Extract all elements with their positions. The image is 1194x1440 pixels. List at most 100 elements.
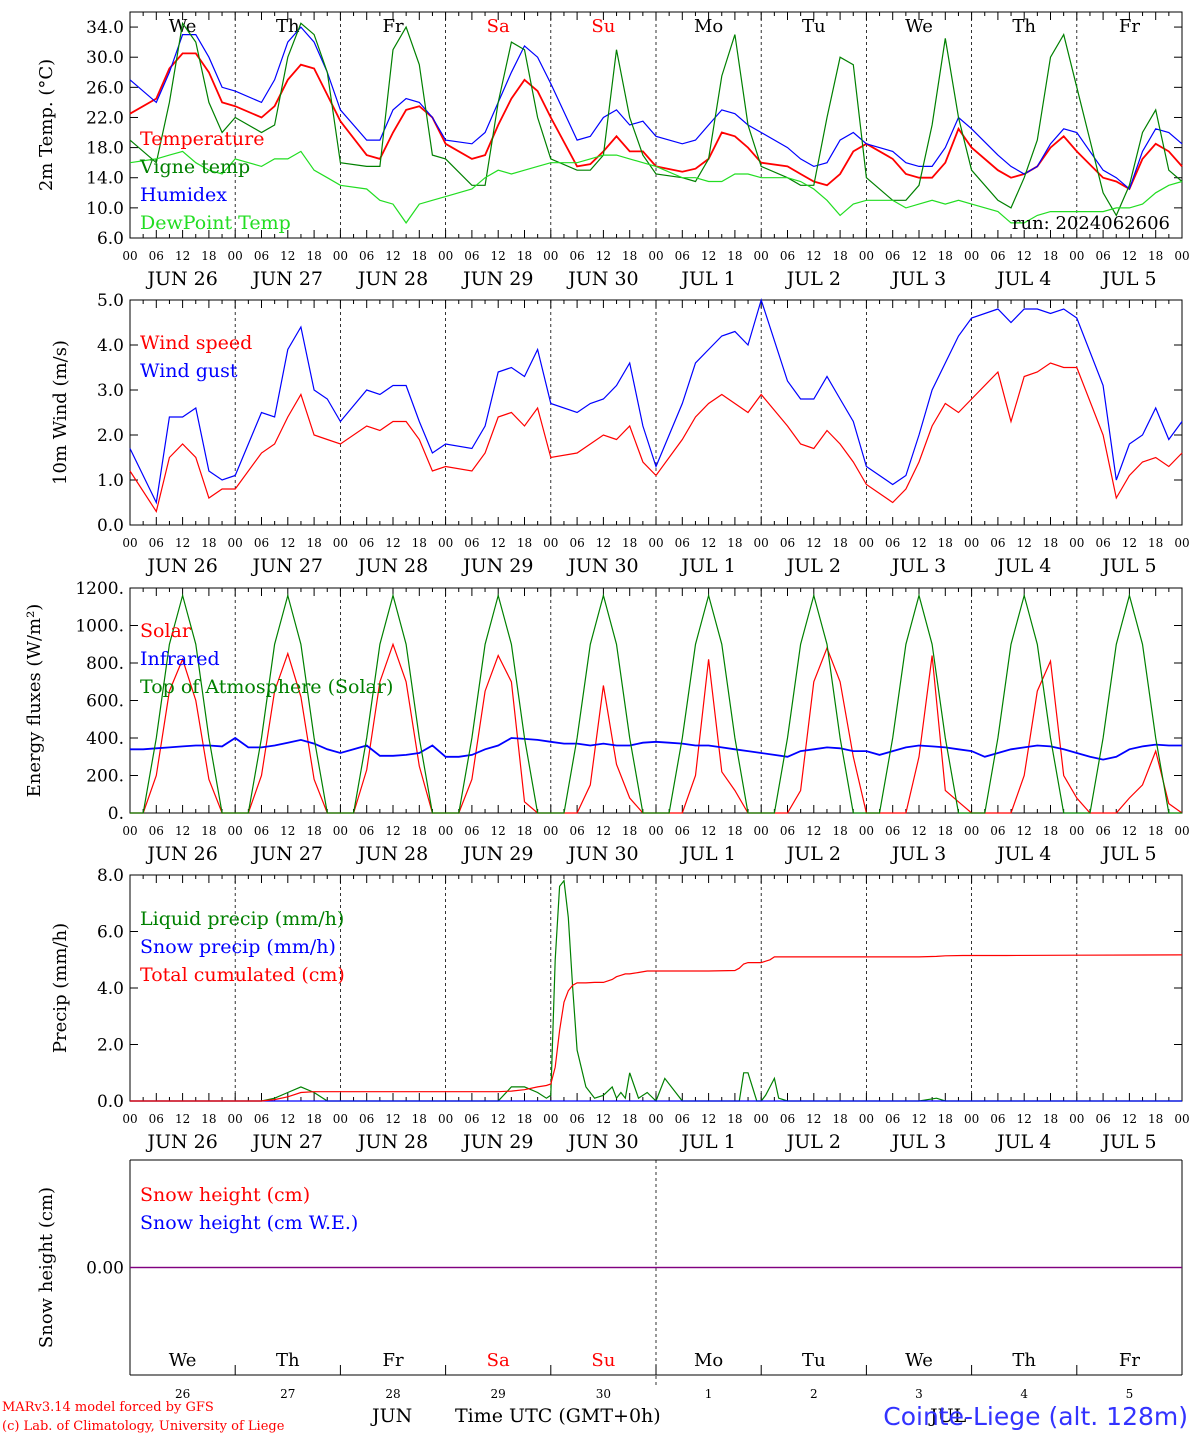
hour-tick-label: 06 bbox=[885, 536, 900, 550]
date-label: JUN 28 bbox=[356, 843, 428, 865]
hour-tick-label: 18 bbox=[1148, 249, 1163, 263]
model-credit: MARv3.14 model forced by GFS bbox=[2, 1400, 214, 1415]
hour-tick-label: 00 bbox=[754, 249, 769, 263]
legend-entry: Temperature bbox=[140, 128, 264, 150]
hour-tick-label: 18 bbox=[622, 1112, 637, 1126]
hour-tick-label: 12 bbox=[1122, 249, 1137, 263]
weekday-label: We bbox=[905, 1350, 933, 1371]
hour-tick-label: 12 bbox=[175, 1112, 190, 1126]
y-tick-label: 4.0 bbox=[97, 336, 124, 356]
hour-tick-label: 18 bbox=[306, 536, 321, 550]
hour-tick-label: 12 bbox=[806, 249, 821, 263]
y-tick-label: 22.0 bbox=[86, 108, 124, 128]
hour-tick-label: 18 bbox=[1148, 824, 1163, 838]
date-label: JUL 2 bbox=[785, 1131, 841, 1153]
hour-tick-label: 06 bbox=[254, 824, 269, 838]
y-tick-label: 1000. bbox=[75, 617, 124, 637]
y-axis-label: Precip (mm/h) bbox=[50, 923, 71, 1053]
hour-tick-label: 00 bbox=[859, 1112, 874, 1126]
hour-tick-label: 18 bbox=[517, 824, 532, 838]
y-tick-label: 4.0 bbox=[97, 979, 124, 999]
y-axis-label: 10m Wind (m/s) bbox=[50, 340, 71, 485]
weekday-label: Th bbox=[1012, 16, 1036, 37]
date-label: JUN 28 bbox=[356, 268, 428, 290]
legend-entry: Liquid precip (mm/h) bbox=[140, 908, 344, 930]
weekday-label: Su bbox=[591, 1350, 615, 1371]
hour-tick-label: 12 bbox=[701, 249, 716, 263]
y-tick-label: 0. bbox=[108, 804, 124, 824]
date-label: JUL 4 bbox=[995, 843, 1051, 865]
series-line-humidex bbox=[129, 26, 1183, 191]
hour-tick-label: 12 bbox=[911, 536, 926, 550]
y-tick-label: 30.0 bbox=[86, 48, 124, 68]
hour-tick-label: 06 bbox=[675, 1112, 690, 1126]
hour-tick-label: 00 bbox=[543, 1112, 558, 1126]
hour-tick-label: 12 bbox=[175, 536, 190, 550]
hour-tick-label: 12 bbox=[701, 824, 716, 838]
y-tick-label: 34.0 bbox=[86, 18, 124, 38]
date-label: JUN 28 bbox=[356, 1131, 428, 1153]
date-label: JUL 5 bbox=[1100, 268, 1156, 290]
hour-tick-label: 18 bbox=[1043, 1112, 1058, 1126]
y-tick-label: 1.0 bbox=[97, 471, 124, 491]
hour-tick-label: 06 bbox=[885, 249, 900, 263]
hour-tick-label: 06 bbox=[149, 249, 164, 263]
series-line-wind-speed bbox=[129, 362, 1183, 513]
hour-tick-label: 06 bbox=[1095, 536, 1110, 550]
y-tick-label: 3.0 bbox=[97, 381, 124, 401]
weekday-label: Fr bbox=[382, 16, 403, 37]
weekday-label: Th bbox=[276, 16, 300, 37]
date-label: JUL 3 bbox=[890, 1131, 946, 1153]
hour-tick-label: 00 bbox=[333, 536, 348, 550]
hour-tick-label: 18 bbox=[938, 824, 953, 838]
date-label: JUN 29 bbox=[461, 555, 533, 577]
day-number-label: 29 bbox=[491, 1387, 506, 1401]
hour-tick-label: 00 bbox=[754, 536, 769, 550]
hour-tick-label: 12 bbox=[175, 249, 190, 263]
run-annotation: run: 2024062606 bbox=[1012, 213, 1170, 234]
weekday-label: Fr bbox=[1119, 1350, 1140, 1371]
hour-tick-label: 18 bbox=[1043, 249, 1058, 263]
hour-tick-label: 00 bbox=[1174, 536, 1189, 550]
hour-tick-label: 06 bbox=[675, 824, 690, 838]
hour-tick-label: 12 bbox=[491, 536, 506, 550]
hour-tick-label: 18 bbox=[517, 249, 532, 263]
day-number-label: 2 bbox=[810, 1387, 818, 1401]
hour-tick-label: 00 bbox=[964, 824, 979, 838]
date-label: JUL 1 bbox=[679, 555, 735, 577]
y-tick-label: 0.0 bbox=[97, 516, 124, 536]
hour-tick-label: 00 bbox=[1069, 824, 1084, 838]
hour-tick-label: 18 bbox=[306, 824, 321, 838]
y-tick-label: 18.0 bbox=[86, 139, 124, 159]
hour-tick-label: 12 bbox=[806, 824, 821, 838]
hour-tick-label: 06 bbox=[359, 1112, 374, 1126]
date-label: JUN 29 bbox=[461, 843, 533, 865]
hour-tick-label: 00 bbox=[648, 824, 663, 838]
hour-tick-label: 18 bbox=[1043, 536, 1058, 550]
y-tick-label: 1200. bbox=[75, 579, 124, 599]
weekday-label: Mo bbox=[694, 16, 723, 37]
hour-tick-label: 00 bbox=[859, 824, 874, 838]
hour-tick-label: 06 bbox=[780, 824, 795, 838]
hour-tick-label: 12 bbox=[596, 1112, 611, 1126]
hour-tick-label: 00 bbox=[1174, 824, 1189, 838]
hour-tick-label: 00 bbox=[438, 249, 453, 263]
y-tick-label: 14.0 bbox=[86, 169, 124, 189]
date-label: JUN 29 bbox=[461, 268, 533, 290]
day-number-label: 3 bbox=[915, 1387, 923, 1401]
panel-2: 00 06 12 18 00 06 12 18 00 06 12 18 00 06 12 18 00 06 12 18… bbox=[50, 291, 1190, 577]
hour-tick-label: 18 bbox=[1148, 536, 1163, 550]
weekday-label: We bbox=[169, 1350, 197, 1371]
time-axis-label: Time UTC (GMT+0h) bbox=[455, 1405, 661, 1427]
day-number-label: 30 bbox=[596, 1387, 611, 1401]
series-line-wind-gust bbox=[129, 297, 1183, 505]
date-label: JUN 27 bbox=[251, 268, 323, 290]
hour-tick-label: 12 bbox=[280, 249, 295, 263]
hour-tick-label: 00 bbox=[754, 1112, 769, 1126]
hour-tick-label: 06 bbox=[780, 249, 795, 263]
date-label: JUN 27 bbox=[251, 843, 323, 865]
hour-tick-label: 12 bbox=[1122, 1112, 1137, 1126]
hour-tick-label: 06 bbox=[675, 249, 690, 263]
legend-entry: Top of Atmosphere (Solar) bbox=[140, 676, 393, 698]
hour-tick-label: 18 bbox=[832, 1112, 847, 1126]
